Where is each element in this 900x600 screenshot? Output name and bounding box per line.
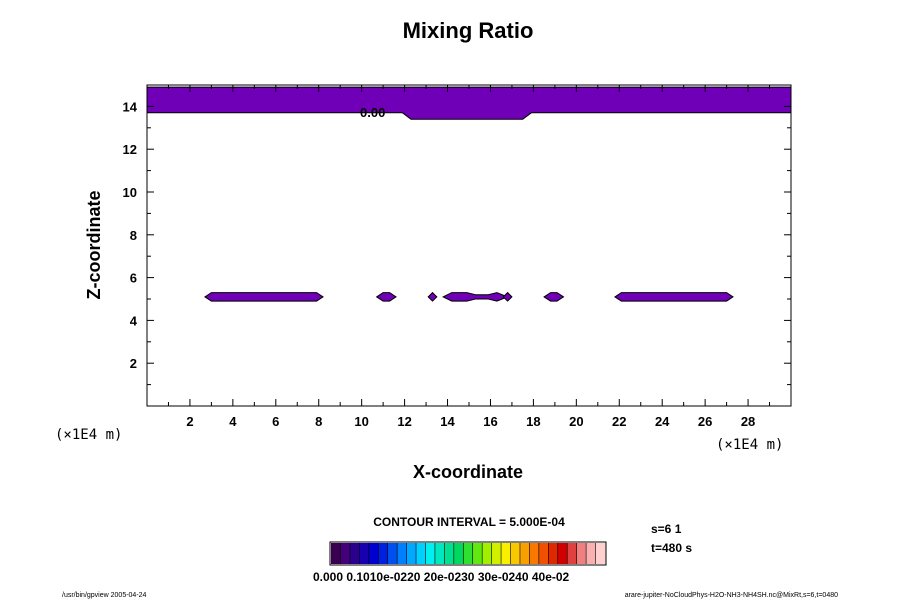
colorbar-segment	[444, 543, 455, 564]
chart-title: Mixing Ratio	[403, 18, 534, 43]
contour-region-7	[614, 292, 734, 302]
colorbar-segment	[368, 543, 379, 564]
y-tick-label: 2	[130, 356, 137, 371]
y-tick-label: 10	[123, 185, 137, 200]
x-tick-label: 16	[483, 414, 497, 429]
colorbar-segment	[491, 543, 502, 564]
contour-regions	[146, 86, 792, 302]
colorbar-segment	[349, 543, 360, 564]
y-tick-label: 6	[130, 271, 137, 286]
y-tick-labels: 2 4 6 8 10 12 14	[123, 99, 138, 371]
colorbar-segment	[416, 543, 426, 564]
contour-interval-label: CONTOUR INTERVAL = 5.000E-04	[373, 515, 565, 529]
x-tick-label: 10	[354, 414, 368, 429]
axis-ticks	[147, 85, 791, 406]
colorbar-segment	[482, 543, 493, 564]
colorbar-segment	[378, 543, 389, 564]
colorbar-labels: 0.000 0.1010e-0220 20e-0230 30e-0240 40e…	[313, 570, 570, 584]
x-tick-labels: 2 4 6 8 10 12 14 16 18 20 22 24 26 28	[186, 414, 755, 429]
x-tick-label: 4	[229, 414, 237, 429]
colorbar-segment	[472, 543, 483, 564]
colorbar-segment	[387, 543, 398, 564]
x-tick-label: 8	[315, 414, 322, 429]
colorbar-segment	[557, 543, 568, 564]
colorbar-segment	[359, 543, 370, 564]
x-tick-label: 24	[655, 414, 670, 429]
colorbar	[331, 543, 606, 564]
contour-region-2	[375, 292, 397, 302]
plot-frame	[146, 84, 792, 407]
x-tick-label: 6	[272, 414, 279, 429]
y-tick-label: 12	[123, 142, 137, 157]
contour-region-0	[146, 86, 792, 120]
info-s-label: s=6 1	[651, 522, 682, 536]
colorbar-segment	[510, 543, 521, 564]
colorbar-segment	[425, 543, 436, 564]
x-tick-label: 18	[526, 414, 540, 429]
contour-region-4	[442, 292, 509, 302]
colorbar-segment	[340, 543, 351, 564]
x-axis-label: X-coordinate	[413, 462, 523, 482]
colorbar-segment	[434, 543, 445, 564]
colorbar-segment	[453, 543, 464, 564]
info-t-label: t=480 s	[651, 541, 692, 555]
x-tick-label: 2	[186, 414, 193, 429]
x-tick-label: 22	[612, 414, 626, 429]
y-axis-label: Z-coordinate	[84, 190, 104, 299]
x-tick-label: 20	[569, 414, 583, 429]
x-tick-label: 14	[440, 414, 455, 429]
x-tick-label: 12	[397, 414, 411, 429]
colorbar-segment	[529, 543, 540, 564]
y-tick-label: 4	[130, 313, 138, 328]
contour-region-6	[543, 292, 565, 302]
footer-right-text: arare-jupiter-NoCloudPhys-H2O-NH3-NH4SH.…	[625, 592, 838, 599]
y-tick-label: 8	[130, 228, 137, 243]
colorbar-segment	[548, 543, 559, 564]
colorbar-segment	[576, 543, 587, 564]
y-unit-label: (×1E4 m)	[55, 427, 122, 443]
x-unit-label: (×1E4 m)	[716, 437, 783, 453]
footer-left-text: /usr/bin/gpview 2005-04-24	[62, 592, 147, 599]
colorbar-segment	[519, 543, 530, 564]
y-tick-label: 14	[123, 99, 138, 114]
x-tick-label: 26	[698, 414, 712, 429]
colorbar-segment	[406, 543, 417, 564]
colorbar-segment	[397, 543, 407, 564]
colorbar-segment	[595, 543, 606, 564]
colorbar-segment	[538, 543, 549, 564]
contour-region-5	[502, 291, 513, 302]
contour-label: 0.00	[360, 105, 385, 120]
x-tick-label: 28	[741, 414, 755, 429]
colorbar-segment	[463, 543, 474, 564]
contour-region-3	[427, 291, 438, 302]
contour-region-1	[204, 292, 324, 302]
colorbar-segment	[501, 543, 511, 564]
colorbar-segment	[567, 543, 578, 564]
colorbar-frame	[329, 541, 607, 566]
colorbar-segment	[586, 543, 596, 564]
colorbar-segment	[331, 543, 341, 564]
